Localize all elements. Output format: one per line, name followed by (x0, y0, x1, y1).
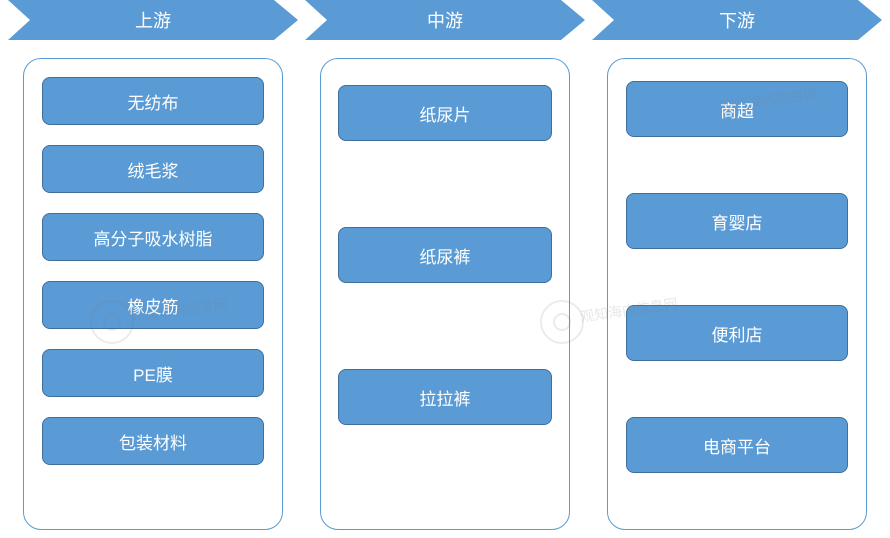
header-upstream: 上游 (8, 0, 298, 40)
list-item: 高分子吸水树脂 (42, 213, 264, 261)
header-label-midstream: 中游 (427, 7, 463, 33)
diagram-root: 上游 无纺布 绒毛浆 高分子吸水树脂 橡皮筋 PE膜 包装材料 中游 纸尿片 纸… (0, 0, 890, 530)
header-label-upstream: 上游 (135, 7, 171, 33)
column-downstream: 下游 商超 育婴店 便利店 电商平台 (592, 0, 882, 530)
list-item: 纸尿片 (338, 85, 552, 141)
item-label: 包装材料 (119, 429, 187, 454)
column-midstream: 中游 纸尿片 纸尿裤 拉拉裤 (305, 0, 585, 530)
list-item: PE膜 (42, 349, 264, 397)
list-item: 便利店 (626, 305, 848, 361)
list-item: 拉拉裤 (338, 369, 552, 425)
item-label: 拉拉裤 (420, 385, 471, 410)
item-label: 商超 (720, 97, 754, 122)
item-label: 纸尿片 (420, 101, 471, 126)
header-midstream: 中游 (305, 0, 585, 40)
column-upstream: 上游 无纺布 绒毛浆 高分子吸水树脂 橡皮筋 PE膜 包装材料 (8, 0, 298, 530)
list-item: 橡皮筋 (42, 281, 264, 329)
item-label: 橡皮筋 (128, 293, 179, 318)
header-downstream: 下游 (592, 0, 882, 40)
list-item: 绒毛浆 (42, 145, 264, 193)
list-item: 育婴店 (626, 193, 848, 249)
list-item: 无纺布 (42, 77, 264, 125)
panel-upstream: 无纺布 绒毛浆 高分子吸水树脂 橡皮筋 PE膜 包装材料 (23, 58, 283, 530)
panel-downstream: 商超 育婴店 便利店 电商平台 (607, 58, 867, 530)
list-item: 纸尿裤 (338, 227, 552, 283)
item-label: 育婴店 (712, 209, 763, 234)
item-label: 纸尿裤 (420, 243, 471, 268)
item-label: 便利店 (712, 321, 763, 346)
list-item: 电商平台 (626, 417, 848, 473)
list-item: 商超 (626, 81, 848, 137)
item-label: 高分子吸水树脂 (94, 225, 213, 250)
item-label: 绒毛浆 (128, 157, 179, 182)
item-label: 无纺布 (128, 89, 179, 114)
list-item: 包装材料 (42, 417, 264, 465)
panel-midstream: 纸尿片 纸尿裤 拉拉裤 (320, 58, 570, 530)
item-label: 电商平台 (703, 433, 771, 458)
header-label-downstream: 下游 (719, 7, 755, 33)
item-label: PE膜 (133, 361, 173, 386)
